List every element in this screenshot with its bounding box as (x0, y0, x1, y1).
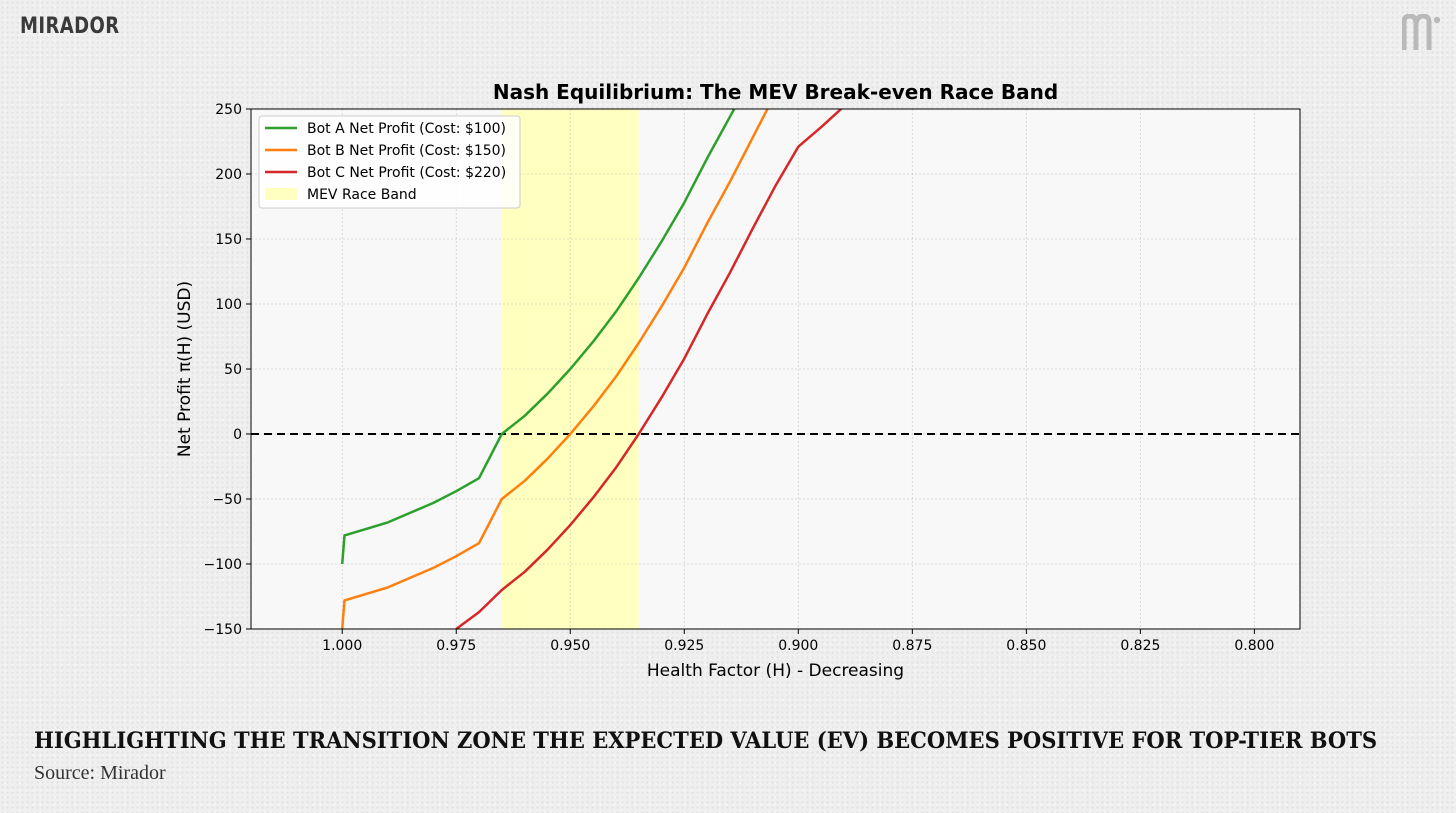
mirador-m-logo-icon (1402, 14, 1441, 50)
legend-label: MEV Race Band (307, 187, 417, 203)
y-tick-label: −50 (212, 492, 242, 508)
x-tick-label: 0.925 (664, 638, 704, 654)
source-note: Source: Mirador (34, 762, 166, 784)
y-tick-label: 250 (215, 102, 242, 118)
x-tick-label: 0.900 (778, 638, 818, 654)
y-tick-label: 50 (224, 362, 242, 378)
y-tick-label: 200 (215, 167, 242, 183)
x-axis-label: Health Factor (H) - Decreasing (647, 661, 904, 681)
series-line-2 (340, 109, 769, 629)
y-tick-label: −100 (204, 557, 242, 573)
y-axis-label: Net Profit π(H) (USD) (175, 281, 195, 457)
x-tick-label: 0.825 (1120, 638, 1160, 654)
series-line-3 (455, 109, 843, 629)
x-tick-label: 0.950 (550, 638, 590, 654)
chart-title: Nash Equilibrium: The MEV Break-even Rac… (493, 80, 1058, 104)
x-tick-label: 0.975 (436, 638, 476, 654)
chart-legend: Bot A Net Profit (Cost: $100) Bot B Net P… (258, 115, 521, 209)
legend-label: Bot C Net Profit (Cost: $220) (307, 165, 506, 181)
legend-box (258, 115, 521, 209)
y-tick-label: 100 (215, 297, 242, 313)
x-tick-label: 0.800 (1234, 638, 1274, 654)
chart-caption-headline: HIGHLIGHTING THE TRANSITION ZONE THE EXP… (34, 728, 1378, 754)
legend-swatch-patch (265, 188, 297, 200)
legend-label: Bot A Net Profit (Cost: $100) (307, 121, 506, 137)
brand-logo-text: MIRADOR (20, 14, 120, 39)
series-line-1 (340, 109, 736, 565)
x-tick-label: 0.850 (1006, 638, 1046, 654)
y-tick-label: −150 (204, 622, 242, 638)
y-tick-label: 0 (233, 427, 242, 443)
x-tick-label: 1.000 (322, 638, 362, 654)
y-tick-label: 150 (215, 232, 242, 248)
x-tick-label: 0.875 (892, 638, 932, 654)
chart: 1.000 0.975 0.950 0.925 0.900 0.875 0.850 0.825… (175, 80, 1301, 681)
legend-label: Bot B Net Profit (Cost: $150) (307, 143, 506, 159)
